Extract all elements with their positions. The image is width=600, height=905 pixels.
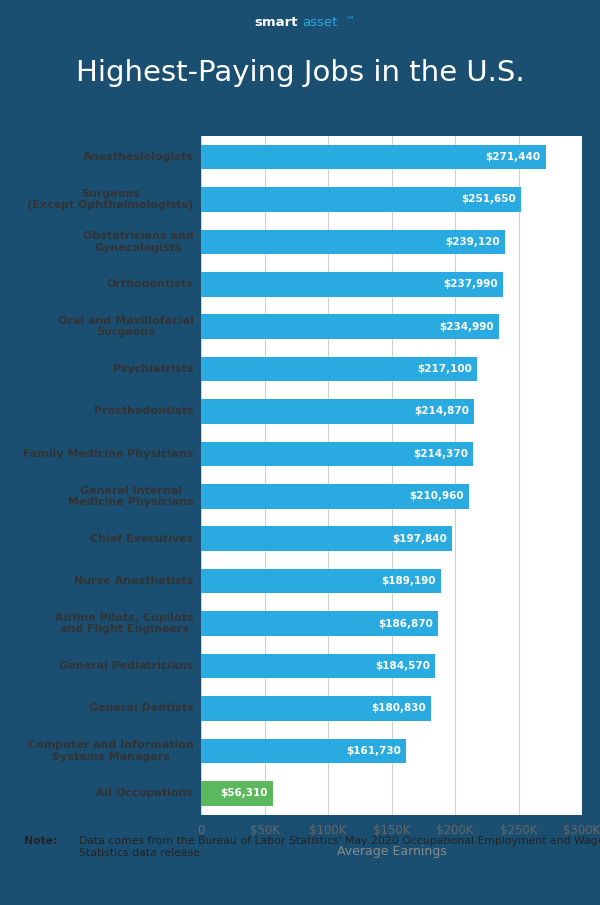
Text: $161,730: $161,730 <box>346 746 401 756</box>
Text: Computer and Information
Systems Managers: Computer and Information Systems Manager… <box>28 740 193 762</box>
Text: Psychiatrists: Psychiatrists <box>113 364 193 374</box>
Text: $189,190: $189,190 <box>382 576 436 586</box>
Text: Note:: Note: <box>24 836 61 846</box>
X-axis label: Average Earnings: Average Earnings <box>337 845 446 858</box>
Text: $217,100: $217,100 <box>417 364 472 374</box>
Bar <box>201 527 452 551</box>
Bar <box>201 611 439 636</box>
Text: $271,440: $271,440 <box>485 152 541 162</box>
Text: asset: asset <box>302 15 337 29</box>
Bar <box>201 314 499 339</box>
Text: Chief Executives: Chief Executives <box>90 534 193 544</box>
Text: Orthodontists: Orthodontists <box>107 280 193 290</box>
Text: Family Medicine Physicians: Family Medicine Physicians <box>23 449 193 459</box>
Text: $237,990: $237,990 <box>443 280 498 290</box>
Text: All Occupations: All Occupations <box>97 788 193 798</box>
Bar <box>201 442 473 466</box>
Text: $210,960: $210,960 <box>409 491 464 501</box>
Text: $184,570: $184,570 <box>376 661 430 671</box>
Text: Data comes from the Bureau of Labor Statistics' May 2020 Occupational Employment: Data comes from the Bureau of Labor Stat… <box>79 836 600 858</box>
Bar <box>201 399 474 424</box>
Bar <box>201 569 441 594</box>
Text: $234,990: $234,990 <box>440 321 494 331</box>
Bar <box>201 272 503 297</box>
Text: smart: smart <box>254 15 298 29</box>
Text: Oral and Maxillofacial
Surgeons: Oral and Maxillofacial Surgeons <box>58 316 193 338</box>
Bar <box>201 696 431 720</box>
Bar <box>201 145 546 169</box>
Text: Nurse Anesthetists: Nurse Anesthetists <box>74 576 193 586</box>
Text: $186,870: $186,870 <box>379 619 433 629</box>
Text: $214,870: $214,870 <box>414 406 469 416</box>
Bar <box>201 230 505 254</box>
Bar <box>201 187 521 212</box>
Text: Obstetricians and
Gynecologists: Obstetricians and Gynecologists <box>83 231 193 252</box>
Text: $56,310: $56,310 <box>220 788 268 798</box>
Bar <box>201 781 272 805</box>
Text: Anesthesiologists: Anesthesiologists <box>83 152 193 162</box>
Text: $214,370: $214,370 <box>413 449 468 459</box>
Text: General Pediatricians: General Pediatricians <box>59 661 193 671</box>
Text: Prosthodontists: Prosthodontists <box>94 406 193 416</box>
Text: $239,120: $239,120 <box>445 237 500 247</box>
Bar <box>201 484 469 509</box>
Text: Surgeons
(Except Ophthalmologists): Surgeons (Except Ophthalmologists) <box>27 188 193 210</box>
Text: General Internal
Medicine Physicians: General Internal Medicine Physicians <box>68 486 193 507</box>
Text: Airline Pilots, Copilots
and Flight Engineers: Airline Pilots, Copilots and Flight Engi… <box>55 613 193 634</box>
Bar <box>201 357 477 381</box>
Bar <box>201 738 406 763</box>
Text: General Dentists: General Dentists <box>89 703 193 713</box>
Text: Highest-Paying Jobs in the U.S.: Highest-Paying Jobs in the U.S. <box>76 60 524 88</box>
Bar <box>201 653 436 679</box>
Text: $251,650: $251,650 <box>461 195 515 205</box>
Text: ™: ™ <box>346 15 355 24</box>
Text: $180,830: $180,830 <box>371 703 425 713</box>
Text: $197,840: $197,840 <box>392 534 447 544</box>
